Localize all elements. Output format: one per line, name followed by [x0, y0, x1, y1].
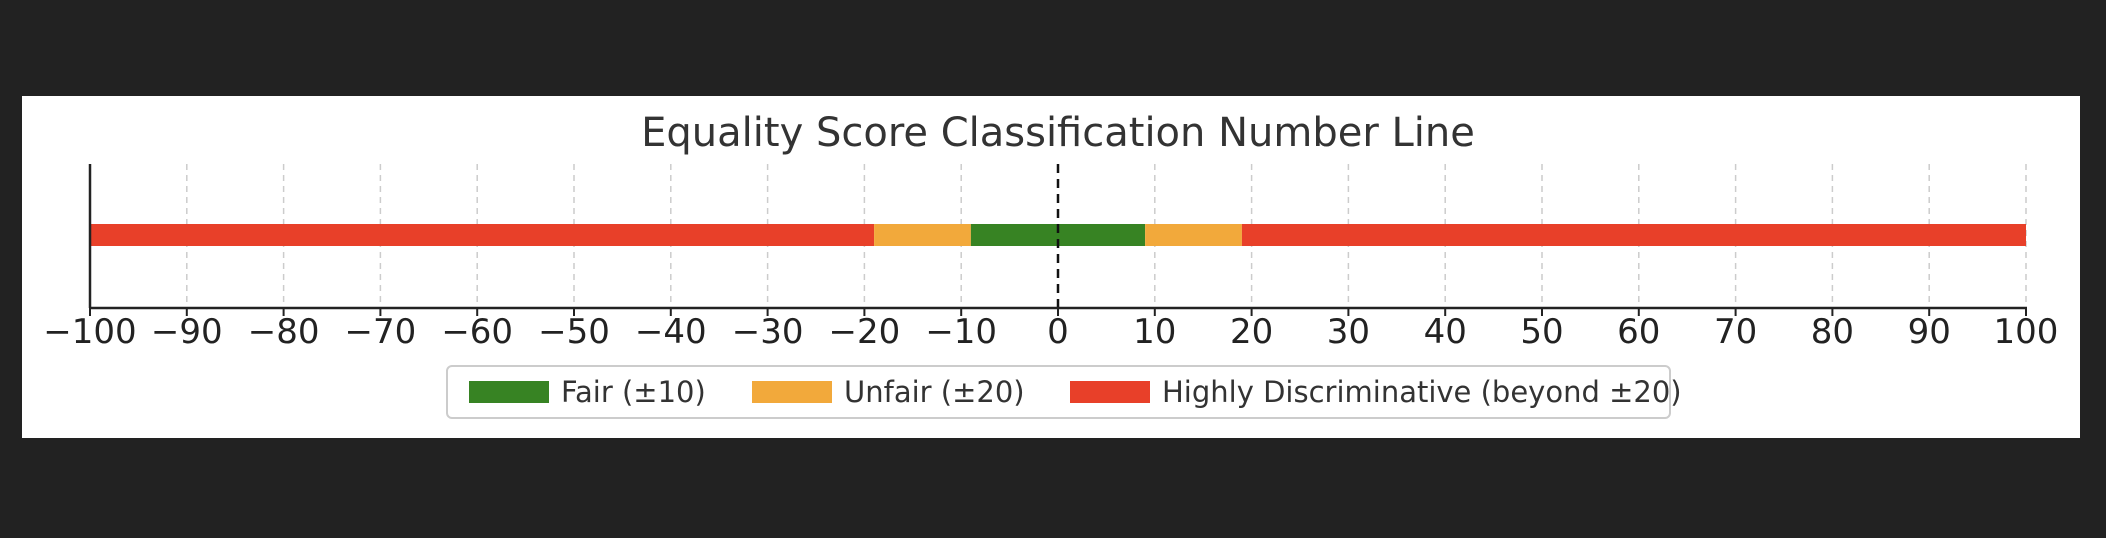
legend: Fair (±10) Unfair (±20) Highly Discriminat…	[446, 365, 1682, 419]
segment-bar	[90, 224, 875, 246]
segments-layer	[90, 224, 2026, 246]
legend-label: Fair (±10)	[561, 375, 706, 409]
x-tick-label: 50	[1520, 312, 1563, 352]
x-tick-label: 100	[1994, 312, 2059, 352]
x-tick-label: −60	[441, 312, 513, 352]
legend-swatch	[752, 381, 832, 403]
x-tick-label: 90	[1908, 312, 1951, 352]
legend-label: Unfair (±20)	[844, 375, 1025, 409]
segment-bar	[970, 224, 1146, 246]
x-ticks: −100 −90 −80 −70 −60 −50 −40 −30 −20 −10 0 10 20 30 40…	[43, 308, 2058, 352]
x-tick-label: 80	[1811, 312, 1854, 352]
x-tick-label: 10	[1133, 312, 1176, 352]
chart-title: Equality Score Classification Number Lin…	[641, 110, 1475, 156]
x-tick-label: 40	[1424, 312, 1467, 352]
x-tick-label: −90	[151, 312, 223, 352]
number-line-chart: Equality Score Classification Number Lin…	[43, 110, 2058, 419]
x-tick-label: 0	[1047, 312, 1069, 352]
segment-bar	[1145, 224, 1242, 246]
segment-bar	[1241, 224, 2026, 246]
x-tick-label: −20	[829, 312, 901, 352]
segment-bar	[874, 224, 971, 246]
chart-figure: Equality Score Classification Number Lin…	[22, 96, 2080, 438]
x-tick-label: −80	[248, 312, 320, 352]
x-tick-label: −70	[345, 312, 417, 352]
x-tick-label: 70	[1714, 312, 1757, 352]
x-tick-label: −40	[635, 312, 707, 352]
x-tick-label: −100	[43, 312, 136, 352]
legend-swatch	[1070, 381, 1150, 403]
x-tick-label: 20	[1230, 312, 1273, 352]
x-tick-label: 60	[1617, 312, 1660, 352]
legend-entries: Fair (±10) Unfair (±20) Highly Discriminat…	[469, 375, 1682, 409]
x-tick-label: −10	[925, 312, 997, 352]
x-tick-label: −50	[538, 312, 610, 352]
legend-label: Highly Discriminative (beyond ±20)	[1162, 375, 1682, 409]
legend-swatch	[469, 381, 549, 403]
x-tick-label: −30	[732, 312, 804, 352]
x-tick-label: 30	[1327, 312, 1370, 352]
legend-frame	[446, 365, 1671, 419]
